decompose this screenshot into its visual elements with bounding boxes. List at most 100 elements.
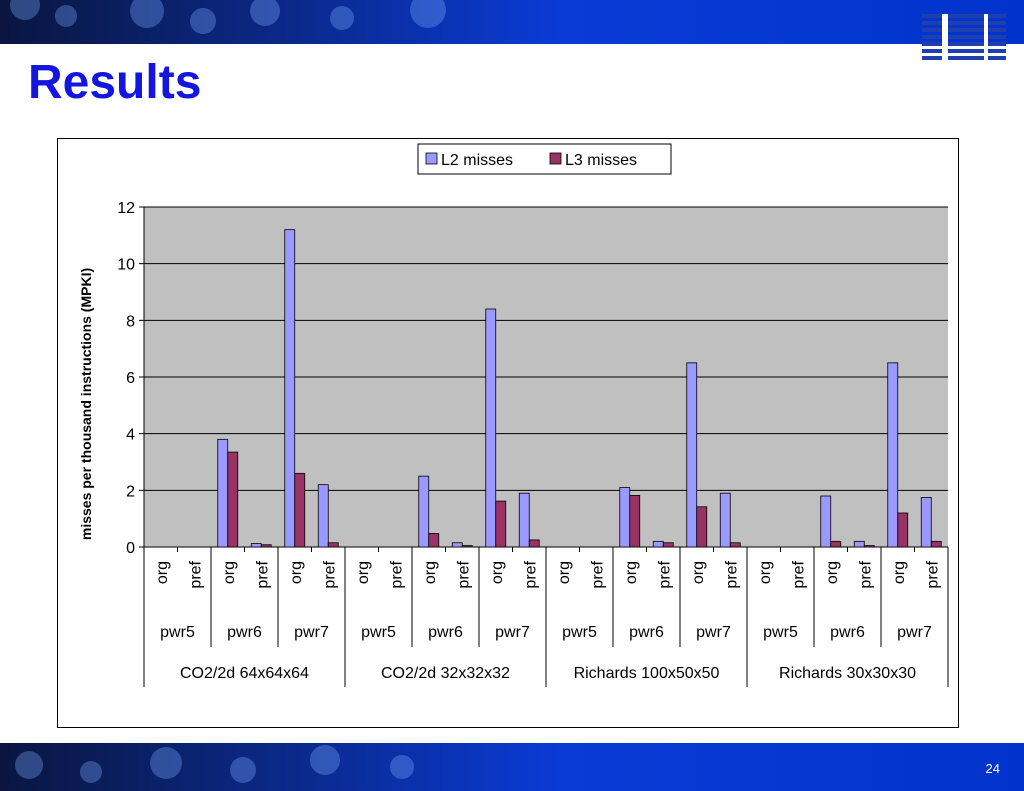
x-category-label: pref — [388, 560, 405, 588]
y-tick-label: 10 — [117, 257, 135, 274]
slide-title: Results — [28, 56, 202, 109]
x-machine-label: pwr6 — [629, 624, 664, 641]
x-category-label: org — [422, 561, 439, 584]
banner-dot — [230, 757, 256, 783]
x-category-label: pref — [857, 560, 874, 588]
bar-l2-misses — [217, 438, 229, 548]
banner-dot — [390, 755, 414, 779]
banner-dot — [410, 0, 446, 28]
x-category-label: org — [221, 561, 238, 584]
legend: L2 misses L3 misses — [417, 143, 672, 175]
bar-l3-misses — [729, 542, 741, 548]
banner-dot — [310, 745, 340, 775]
bar-l2-misses — [887, 362, 899, 548]
x-problem-label: Richards 100x50x50 — [574, 665, 720, 682]
bar-l2-misses — [652, 540, 664, 548]
bar-l2-misses — [284, 229, 296, 548]
bottom-banner — [0, 743, 1024, 791]
bar-l2-misses — [451, 542, 463, 548]
bar-l3-misses — [327, 542, 339, 548]
x-category-label: org — [355, 561, 372, 584]
banner-dot — [250, 0, 280, 26]
x-category-label: pref — [723, 560, 740, 588]
banner-dot — [15, 751, 43, 779]
bar-l3-misses — [662, 542, 674, 548]
bar-l2-misses — [418, 475, 430, 548]
x-category-label: pref — [254, 560, 271, 588]
x-category-label: pref — [321, 560, 338, 588]
bar-l3-misses — [930, 540, 942, 548]
x-category-label: org — [154, 561, 171, 584]
x-problem-label: Richards 30x30x30 — [779, 665, 916, 682]
x-category-label: org — [556, 561, 573, 584]
bar-l3-misses — [830, 540, 842, 548]
bar-l3-misses — [461, 545, 473, 548]
x-machine-label: pwr6 — [830, 624, 865, 641]
top-banner — [0, 0, 1024, 44]
banner-dot — [130, 0, 164, 28]
bar-l2-misses — [920, 497, 932, 548]
bar-l2-misses — [485, 308, 497, 548]
banner-dot — [150, 747, 182, 779]
x-problem-label: CO2/2d 64x64x64 — [180, 665, 309, 682]
bar-chart: L2 misses L3 misses misses per thousand i… — [78, 143, 949, 687]
legend-label: L2 misses — [441, 152, 513, 169]
legend-swatch — [549, 152, 562, 165]
legend-box — [417, 143, 672, 175]
y-tick-label: 2 — [126, 483, 135, 500]
bar-l2-misses — [250, 543, 262, 548]
x-machine-label: pwr6 — [227, 624, 262, 641]
page-number: 24 — [985, 761, 1000, 776]
y-tick-label: 0 — [126, 540, 135, 557]
bar-l3-misses — [260, 544, 272, 548]
x-category-label: org — [288, 561, 305, 584]
y-axis-label: misses per thousand instructions (MPKI) — [78, 268, 94, 540]
x-category-label: pref — [790, 560, 807, 588]
legend-swatch — [425, 152, 438, 165]
x-category-label: org — [623, 561, 640, 584]
y-tick-label: 8 — [126, 313, 135, 330]
bar-l3-misses — [629, 495, 641, 548]
banner-dot — [80, 761, 102, 783]
y-tick-label: 6 — [126, 370, 135, 387]
x-machine-label: pwr5 — [763, 624, 798, 641]
x-category-label: pref — [187, 560, 204, 588]
bar-l3-misses — [495, 500, 507, 548]
bar-l3-misses — [428, 532, 440, 548]
x-category-label: pref — [924, 560, 941, 588]
bar-l3-misses — [227, 451, 239, 548]
x-machine-label: pwr5 — [160, 624, 195, 641]
x-category-label: org — [824, 561, 841, 584]
bar-l2-misses — [853, 540, 865, 548]
banner-dot — [55, 5, 77, 27]
bar-l2-misses — [317, 484, 329, 548]
bar-l3-misses — [294, 472, 306, 548]
bar-l2-misses — [820, 495, 832, 548]
banner-dot — [190, 8, 216, 34]
x-category-label: pref — [455, 560, 472, 588]
bar-l2-misses — [719, 492, 731, 548]
x-machine-label: pwr7 — [696, 624, 731, 641]
x-problem-label: CO2/2d 32x32x32 — [381, 665, 510, 682]
x-category-label: pref — [656, 560, 673, 588]
bar-l2-misses — [518, 492, 530, 548]
bar-l3-misses — [696, 506, 708, 548]
x-machine-label: pwr7 — [897, 624, 932, 641]
bar-l3-misses — [863, 545, 875, 548]
bar-l2-misses — [619, 487, 631, 548]
x-category-label: org — [690, 561, 707, 584]
bar-l2-misses — [686, 362, 698, 548]
y-tick-label: 12 — [117, 200, 135, 217]
x-machine-label: pwr5 — [361, 624, 396, 641]
x-category-label: pref — [589, 560, 606, 588]
legend-label: L3 misses — [565, 152, 637, 169]
chart-frame: L2 misses L3 misses misses per thousand i… — [57, 138, 959, 728]
x-machine-label: pwr6 — [428, 624, 463, 641]
x-machine-label: pwr7 — [495, 624, 530, 641]
x-category-label: pref — [522, 560, 539, 588]
x-category-label: org — [489, 561, 506, 584]
x-category-label: org — [891, 561, 908, 584]
banner-dot — [10, 0, 40, 20]
banner-dot — [330, 6, 354, 30]
